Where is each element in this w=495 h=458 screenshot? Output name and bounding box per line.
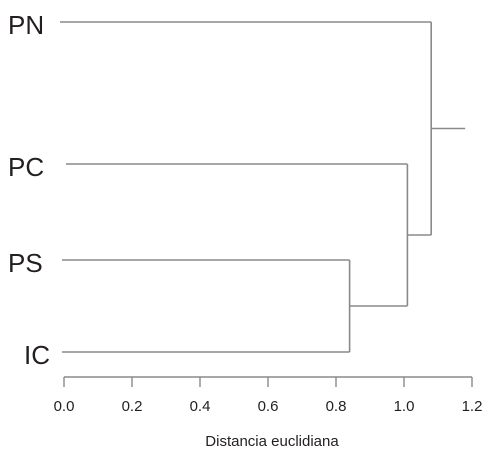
dendrogram-branches <box>60 21 466 353</box>
x-tick-label: 0.4 <box>190 398 211 415</box>
x-axis-title: Distancia euclidiana <box>205 433 339 450</box>
leaf-label-ic: IC <box>24 340 50 370</box>
x-tick-label: 0.2 <box>122 398 143 415</box>
x-tick-label: 0.8 <box>326 398 347 415</box>
x-axis-ticks: 0.0 0.2 0.4 0.6 0.8 1.0 1.2 <box>54 377 483 415</box>
x-tick-label: 0.6 <box>258 398 279 415</box>
leaf-label-ps: PS <box>8 248 43 278</box>
x-tick-label: 1.0 <box>394 398 415 415</box>
leaf-label-pn: PN <box>8 10 44 40</box>
leaf-label-pc: PC <box>8 152 44 182</box>
x-tick-label: 0.0 <box>54 398 75 415</box>
x-tick-label: 1.2 <box>462 398 483 415</box>
